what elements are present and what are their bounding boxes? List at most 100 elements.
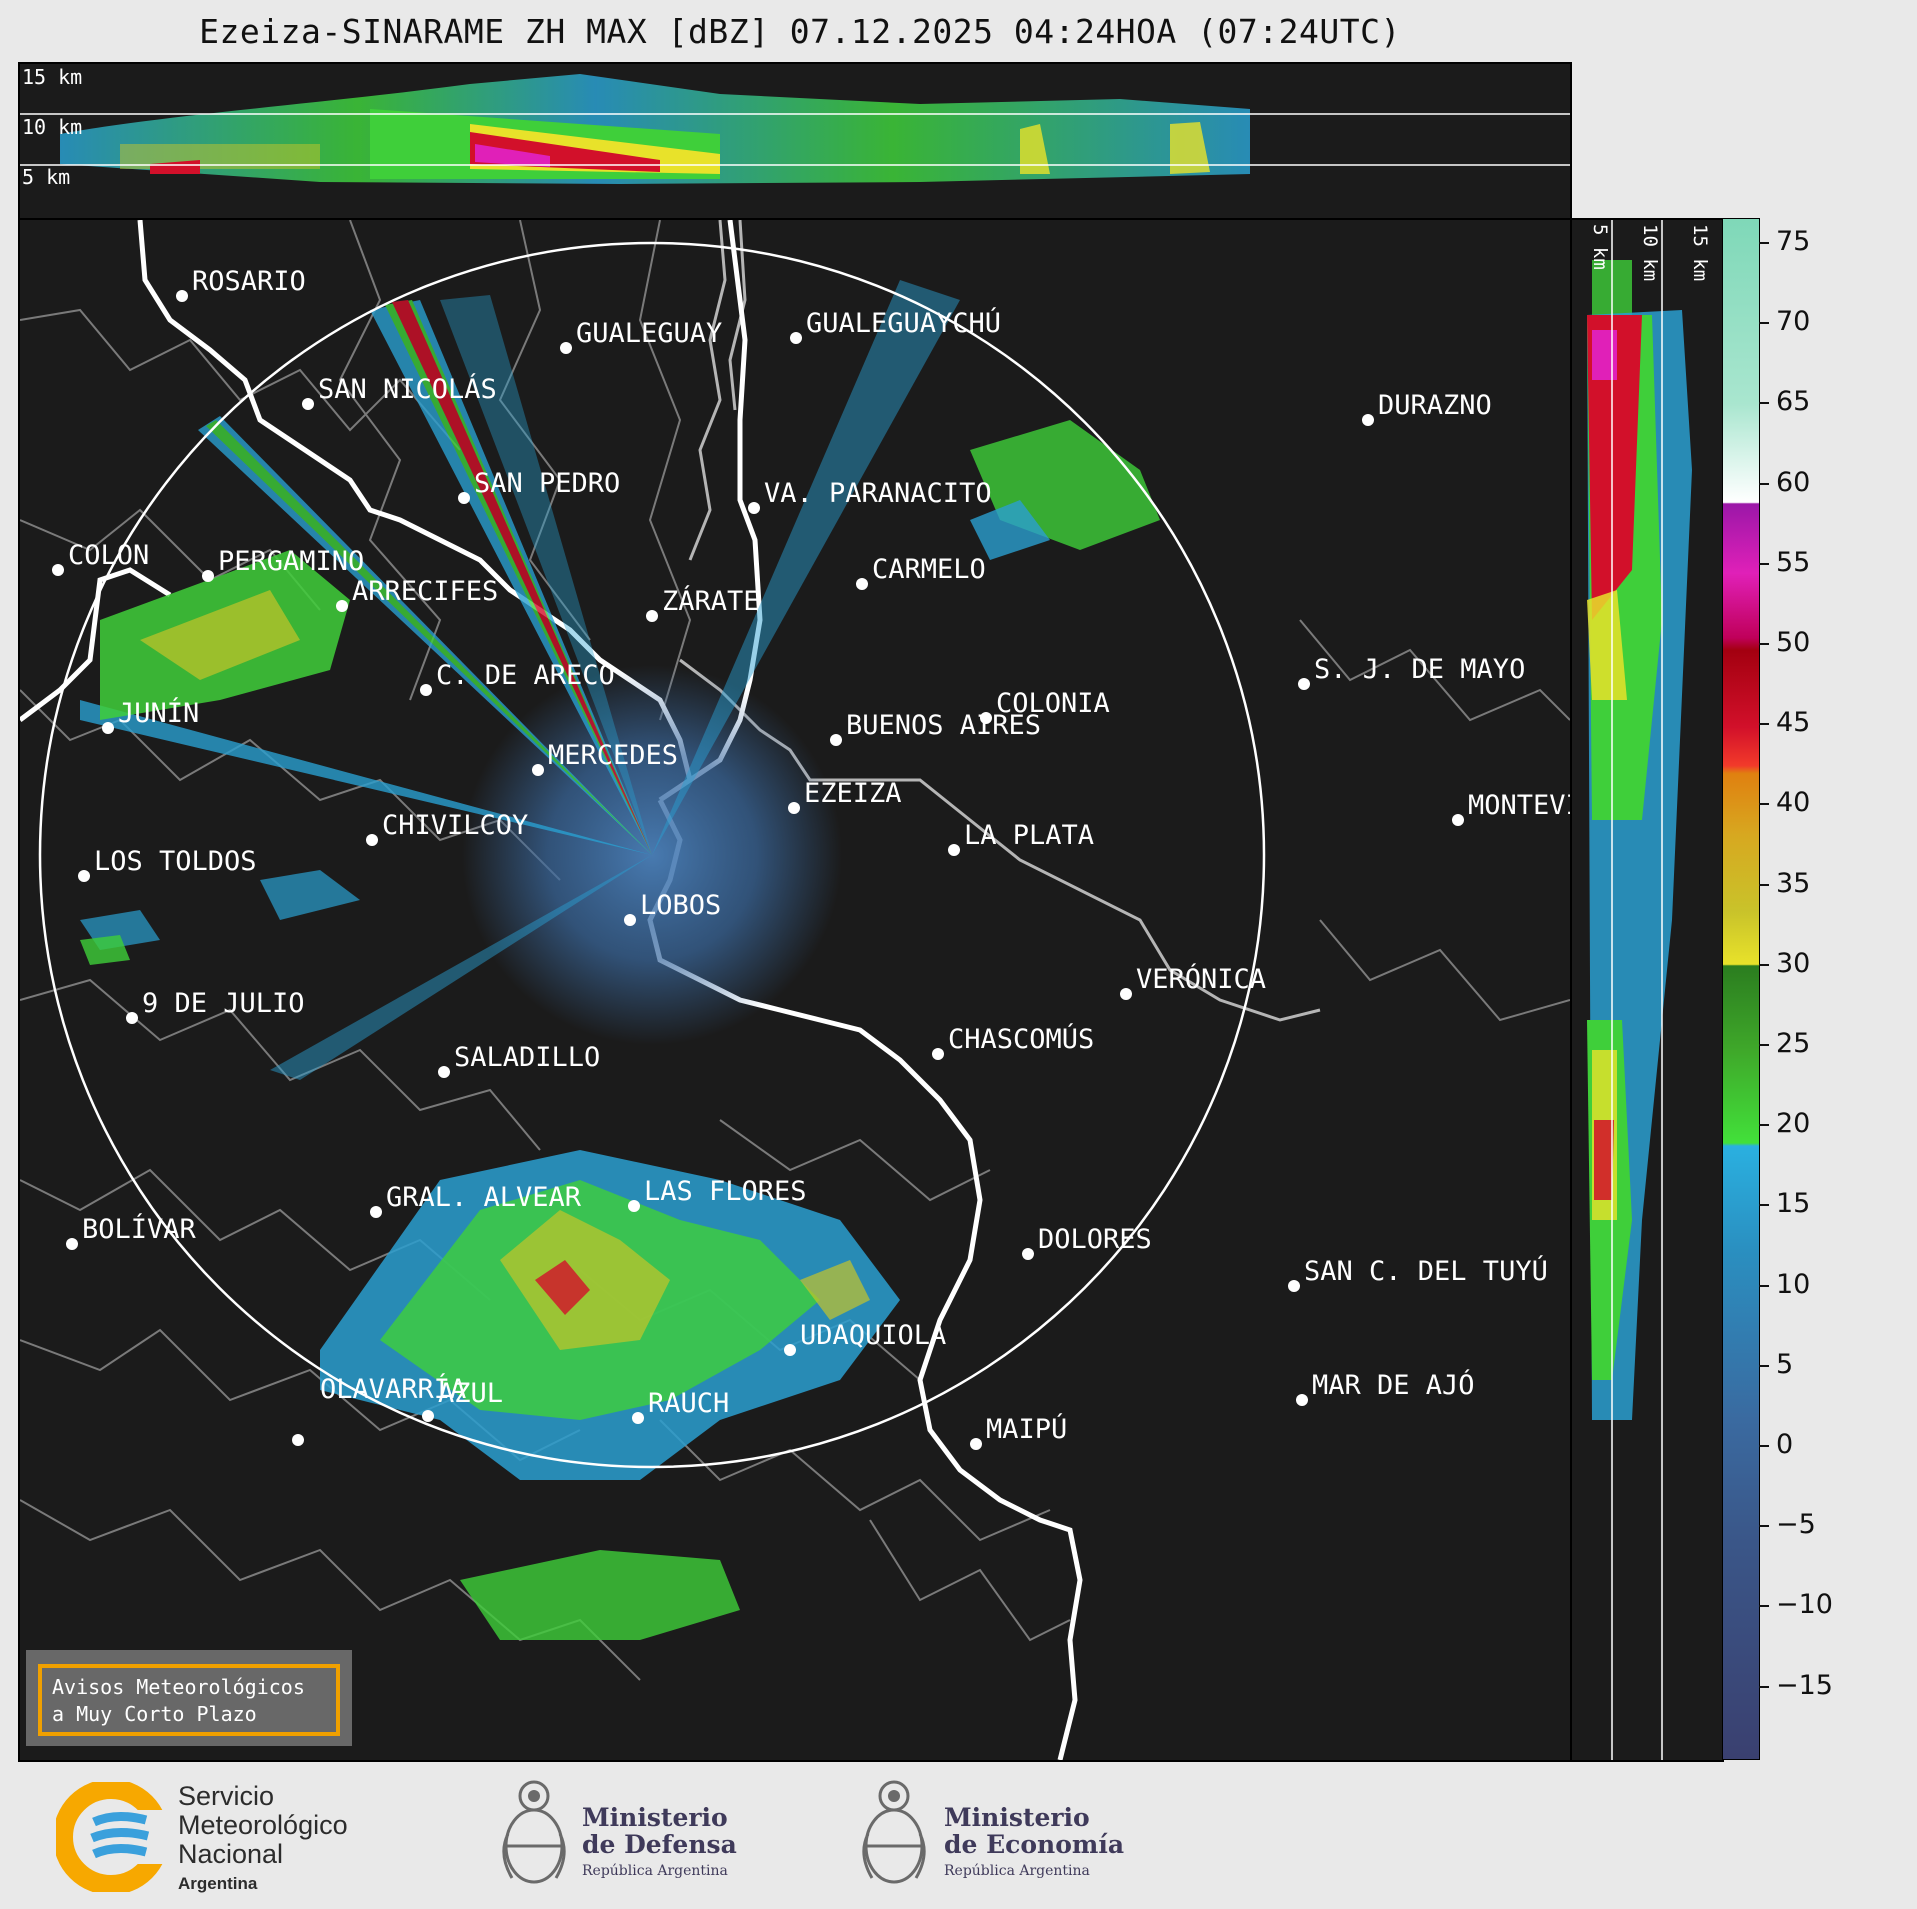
colorbar-tick-label: 35 <box>1776 867 1811 899</box>
city-dot-icon <box>632 1412 644 1424</box>
city-marker[interactable]: SAN C. DEL TUYÚ <box>1288 1255 1548 1292</box>
city-marker[interactable]: MAIPÚ <box>970 1413 1067 1450</box>
city-label: MAIPÚ <box>986 1413 1067 1445</box>
colorbar-tick <box>1759 242 1769 244</box>
city-dot-icon <box>420 684 432 696</box>
city-marker[interactable]: GUALEGUAYCHÚ <box>790 307 1001 344</box>
defensa-logo-text: Ministerio de Defensa República Argentin… <box>582 1804 737 1885</box>
city-dot-icon <box>102 722 114 734</box>
notice-box[interactable]: Avisos Meteorológicos a Muy Corto Plazo <box>38 1664 340 1736</box>
city-dot-icon <box>52 564 64 576</box>
city-label: CHIVILCOY <box>382 810 528 841</box>
city-dot-icon <box>788 802 800 814</box>
city-marker[interactable]: S. J. DE MAYO <box>1298 654 1525 690</box>
city-marker[interactable]: ZÁRATE <box>646 585 760 622</box>
city-marker[interactable]: LA PLATA <box>948 820 1094 856</box>
city-marker[interactable]: MAR DE AJÓ <box>1296 1369 1475 1406</box>
defensa-line: República Argentina <box>582 1863 728 1879</box>
city-label: S. J. DE MAYO <box>1314 654 1525 685</box>
colorbar-tick-label: 25 <box>1776 1028 1811 1059</box>
city-marker[interactable]: AZUL <box>422 1378 503 1422</box>
smn-logo-text: Servicio Meteorológico Nacional Argentin… <box>178 1782 348 1898</box>
city-dot-icon <box>624 914 636 926</box>
city-label: 9 DE JULIO <box>142 988 305 1019</box>
city-label: GUALEGUAYCHÚ <box>806 307 1001 339</box>
side-alt-label: 15 km <box>1689 224 1711 281</box>
city-marker[interactable]: 9 DE JULIO <box>126 988 305 1024</box>
city-label: ZÁRATE <box>662 585 760 617</box>
city-dot-icon <box>302 398 314 410</box>
colorbar-tick-label: 15 <box>1776 1188 1811 1220</box>
city-dot-icon <box>532 764 544 776</box>
city-marker[interactable]: VERÓNICA <box>1120 963 1266 1000</box>
city-marker[interactable]: C. DE ARECO <box>420 660 615 696</box>
city-dot-icon <box>932 1048 944 1060</box>
city-marker[interactable]: COLONIA <box>980 688 1110 724</box>
city-dot-icon <box>560 342 572 354</box>
city-marker[interactable]: CHIVILCOY <box>366 810 528 846</box>
colorbar-tick-label: 5 <box>1776 1348 1794 1380</box>
city-label: LOBOS <box>640 890 721 921</box>
colorbar-tick <box>1759 1044 1769 1046</box>
defensa-line: Ministerio <box>582 1803 728 1832</box>
city-marker[interactable]: EZEIZA <box>788 778 902 814</box>
city-marker[interactable]: BUENOS AIRES <box>830 710 1041 746</box>
city-marker[interactable]: GRAL. ALVEAR <box>370 1182 582 1218</box>
smn-line: Meteorológico <box>178 1810 348 1840</box>
city-marker[interactable]: UDAQUIOLA <box>784 1320 946 1356</box>
city-marker[interactable]: GUALEGUAY <box>560 318 722 354</box>
notice-line: Avisos Meteorológicos <box>52 1675 305 1699</box>
colorbar-tick <box>1759 723 1769 726</box>
colorbar-tick <box>1759 322 1769 325</box>
city-marker[interactable]: COLON <box>52 540 149 576</box>
city-marker[interactable]: LAS FLORES <box>628 1176 807 1212</box>
city-marker[interactable]: ROSARIO <box>176 266 306 302</box>
colorbar-tick <box>1759 963 1769 966</box>
side-alt-label: 5 km <box>1589 224 1611 270</box>
city-marker[interactable]: ARRECIFES <box>336 576 498 612</box>
city-dot-icon <box>856 578 868 590</box>
city-marker[interactable]: PERGAMINO <box>202 546 364 582</box>
colorbar-tick-label: −10 <box>1776 1589 1833 1621</box>
city-label: SAN PEDRO <box>474 468 620 499</box>
city-marker[interactable]: LOBOS <box>624 890 721 926</box>
city-marker[interactable]: SAN PEDRO <box>458 468 620 504</box>
economia-line: Ministerio <box>944 1803 1090 1832</box>
city-dot-icon <box>1298 678 1310 690</box>
city-dot-icon <box>790 332 802 344</box>
city-marker[interactable]: RAUCH <box>632 1388 729 1424</box>
city-label: GUALEGUAY <box>576 318 722 349</box>
city-label: COLON <box>68 540 149 571</box>
city-marker[interactable]: OLAVARRÍA <box>292 1373 466 1446</box>
colorbar-tick-label: 75 <box>1776 226 1811 257</box>
colorbar-tick-label: 45 <box>1776 707 1811 739</box>
radar-spokes <box>80 280 960 1080</box>
colorbar-tick <box>1759 643 1769 645</box>
city-marker[interactable]: SALADILLO <box>438 1042 600 1078</box>
city-marker[interactable]: BOLÍVAR <box>66 1213 197 1250</box>
city-label: EZEIZA <box>804 778 902 809</box>
city-dot-icon <box>438 1066 450 1078</box>
colorbar-tick <box>1759 1364 1769 1367</box>
city-marker[interactable]: CHASCOMÚS <box>932 1023 1094 1060</box>
city-marker[interactable]: VA. PARANACITO <box>748 478 992 514</box>
city-dot-icon <box>1296 1394 1308 1406</box>
colorbar-tick-label: −15 <box>1776 1669 1833 1701</box>
city-dot-icon <box>1362 414 1374 426</box>
city-marker[interactable]: DOLORES <box>1022 1224 1152 1260</box>
smn-logo-icon <box>56 1782 171 1892</box>
smn-line: Argentina <box>178 1874 258 1893</box>
notice-line: a Muy Corto Plazo <box>52 1702 257 1726</box>
city-marker[interactable]: JUNÍN <box>102 697 199 734</box>
city-marker[interactable]: CARMELO <box>856 554 986 590</box>
city-marker[interactable]: MONTEVIDEO <box>1452 790 1570 826</box>
city-marker[interactable]: MERCEDES <box>532 740 678 776</box>
city-marker[interactable]: LOS TOLDOS <box>78 846 257 882</box>
radar-map[interactable]: ROSARIO GUALEGUAYCHÚ GUALEGUAY SAN NICOLÁS D… <box>18 218 1572 1762</box>
city-marker[interactable]: DURAZNO <box>1362 390 1492 426</box>
city-marker[interactable]: SAN NICOLÁS <box>302 373 497 410</box>
economia-logo-text: Ministerio de Economía República Argenti… <box>944 1804 1124 1885</box>
city-dot-icon <box>980 712 992 724</box>
top-alt-label: 15 km <box>22 65 82 89</box>
city-label: CARMELO <box>872 554 986 585</box>
